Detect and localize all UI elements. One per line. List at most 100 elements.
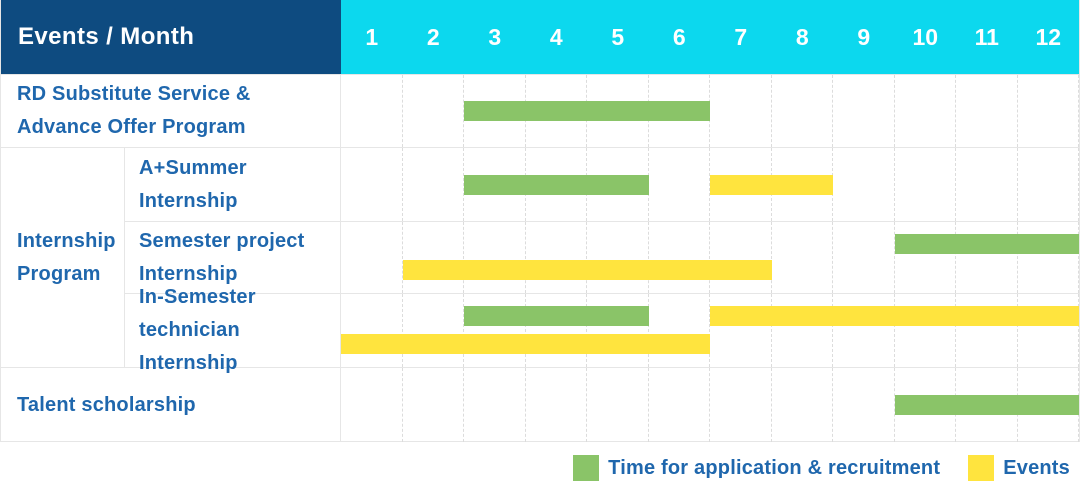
row-label-aplus-summer: A+Summer Internship — [125, 148, 341, 222]
month-header-6: 6 — [672, 23, 686, 50]
month-header-5: 5 — [611, 23, 625, 50]
track-rd-substitute — [341, 75, 1079, 147]
row-label-rd-substitute: RD Substitute Service & Advance Offer Pr… — [1, 75, 341, 147]
month-header-1: 1 — [365, 23, 379, 50]
month-grid-cell — [833, 222, 895, 293]
month-grid-cell — [833, 148, 895, 222]
month-grid-cell — [649, 368, 710, 442]
row-talent-scholarship: Talent scholarship — [1, 367, 1079, 442]
row-label-line: RD Substitute Service & — [17, 83, 251, 105]
month-grid-cell — [895, 222, 956, 293]
month-header-8: 8 — [795, 23, 809, 50]
application-bar — [464, 306, 649, 327]
month-grid-cell — [1018, 222, 1079, 293]
row-rd-substitute: RD Substitute Service & Advance Offer Pr… — [1, 74, 1079, 147]
month-grid-cell — [649, 148, 710, 222]
month-grid-cell — [403, 294, 464, 367]
event-bar — [341, 333, 710, 354]
row-label-line: In-Semester — [139, 286, 256, 308]
event-bar — [710, 174, 833, 195]
row-label-line: Talent scholarship — [17, 393, 196, 416]
month-grid-cell — [710, 222, 772, 293]
application-bar — [464, 174, 649, 195]
month-grid-cell — [526, 294, 587, 367]
month-grid-cell — [772, 75, 833, 147]
application-color-swatch-icon — [573, 455, 600, 481]
legend-label: Events — [1003, 456, 1070, 479]
month-grid-cell — [1018, 294, 1079, 367]
month-grid-cell — [587, 368, 649, 442]
month-grid-cell — [341, 222, 403, 293]
row-label-line: Semester project — [139, 229, 305, 252]
month-grid-cell — [956, 148, 1018, 222]
table-header-row: Events / Month 1 2 3 4 5 6 7 8 9 10 11 12 — [1, 0, 1079, 74]
row-label-line: technician Internship — [139, 319, 240, 374]
month-grid-cell — [710, 368, 772, 442]
track-talent-scholarship — [341, 368, 1079, 442]
month-grid-cell — [772, 222, 833, 293]
row-label-line: A+Summer — [139, 156, 247, 179]
internship-sub-rows: A+Summer Internship Semester project Int… — [125, 148, 1079, 374]
month-header-9: 9 — [857, 23, 871, 50]
month-grid-cell — [587, 294, 649, 367]
month-grid-cell — [956, 294, 1018, 367]
month-grid-cell — [772, 294, 833, 367]
track-semester-project — [341, 222, 1079, 293]
month-grid-cell — [526, 222, 587, 293]
month-grid-cell — [403, 148, 464, 222]
row-label-talent-scholarship: Talent scholarship — [1, 368, 341, 442]
month-grid-cell — [1018, 148, 1079, 222]
legend-item-application: Time for application & recruitment — [573, 455, 940, 481]
application-bar — [894, 233, 1079, 254]
month-grid-cell — [649, 222, 710, 293]
month-grid-cell — [341, 148, 403, 222]
month-grid-cell — [833, 368, 895, 442]
event-bar — [710, 306, 1079, 327]
row-label-semester-project: Semester project Internship — [125, 222, 341, 293]
events-month-header: Events / Month — [1, 0, 341, 74]
month-grid-cell — [895, 148, 956, 222]
month-header-7: 7 — [734, 23, 748, 50]
month-header-3: 3 — [488, 23, 502, 50]
group-label-line: Internship — [17, 229, 116, 252]
legend-label: Time for application & recruitment — [608, 456, 941, 479]
group-label-internship-program: Internship Program — [1, 148, 125, 367]
month-grid-cell — [526, 368, 587, 442]
month-grid-cell — [833, 294, 895, 367]
row-in-semester-technician: In-Semester technician Internship — [125, 286, 1079, 374]
row-aplus-summer: A+Summer Internship — [125, 148, 1079, 222]
row-label-line: Advance Offer Program — [17, 116, 246, 138]
month-grid-cell — [649, 294, 710, 367]
month-header-4: 4 — [549, 23, 563, 50]
track-in-semester-technician — [341, 294, 1079, 367]
month-grid-cell — [895, 75, 956, 147]
month-grid-cell — [833, 75, 895, 147]
row-label-line: Internship — [139, 262, 238, 285]
month-grid-cell — [403, 75, 464, 147]
month-grid-cell — [1018, 75, 1079, 147]
month-grid-cell — [710, 294, 772, 367]
month-grid-cell — [403, 368, 464, 442]
row-label-in-semester-technician: In-Semester technician Internship — [125, 286, 341, 374]
application-bar — [894, 395, 1079, 415]
event-color-swatch-icon — [968, 455, 995, 481]
month-grid-cell — [587, 222, 649, 293]
month-grid-cell — [341, 294, 403, 367]
schedule-table: Events / Month 1 2 3 4 5 6 7 8 9 10 11 12 RD Substi… — [0, 0, 1080, 442]
month-grid-cell — [464, 368, 526, 442]
track-aplus-summer — [341, 148, 1079, 222]
legend: Time for application & recruitment Event… — [0, 448, 1070, 488]
month-grid-cell — [956, 75, 1018, 147]
month-grid-cell — [895, 294, 956, 367]
group-internship-program: Internship Program A+Summer Internship S… — [1, 147, 1079, 374]
months-header: 1 2 3 4 5 6 7 8 9 10 11 12 — [341, 0, 1079, 74]
application-bar — [464, 101, 710, 121]
month-grid-cell — [710, 75, 772, 147]
row-semester-project: Semester project Internship — [125, 221, 1079, 293]
row-label-line: Internship — [139, 189, 238, 212]
month-grid-cell — [341, 75, 403, 147]
month-header-12: 12 — [1035, 23, 1062, 50]
month-grid-cell — [403, 222, 464, 293]
month-header-2: 2 — [426, 23, 440, 50]
